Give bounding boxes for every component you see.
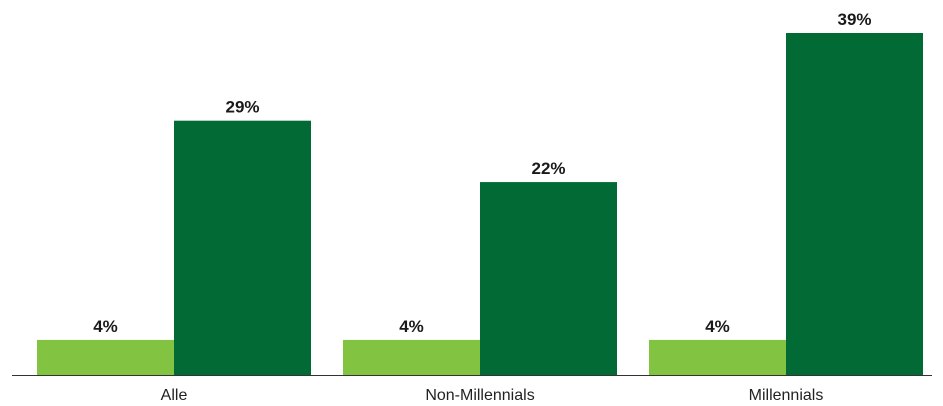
data-label: 4%	[705, 317, 730, 336]
bar-alle-series-1	[37, 339, 174, 375]
data-label: 29%	[225, 98, 259, 117]
bar-millennials-series-2	[786, 33, 923, 375]
x-tick-label: Alle	[161, 387, 188, 404]
data-label: 22%	[531, 159, 565, 178]
bars-group	[37, 33, 923, 375]
x-tick-label: Non-Millennials	[425, 387, 534, 404]
data-label: 4%	[399, 317, 424, 336]
data-label: 4%	[93, 317, 118, 336]
data-label: 39%	[837, 10, 871, 29]
bar-non-millennials-series-2	[480, 182, 617, 375]
bar-millennials-series-1	[649, 339, 786, 375]
bar-alle-series-2	[174, 120, 311, 375]
x-tick-label: Millennials	[749, 387, 824, 404]
bar-non-millennials-series-1	[343, 339, 480, 375]
x-tick-labels-group: Alle Non-Millennials Millennials	[161, 387, 824, 404]
value-labels-group: 4% 29% 4% 22% 4% 39%	[93, 10, 871, 336]
